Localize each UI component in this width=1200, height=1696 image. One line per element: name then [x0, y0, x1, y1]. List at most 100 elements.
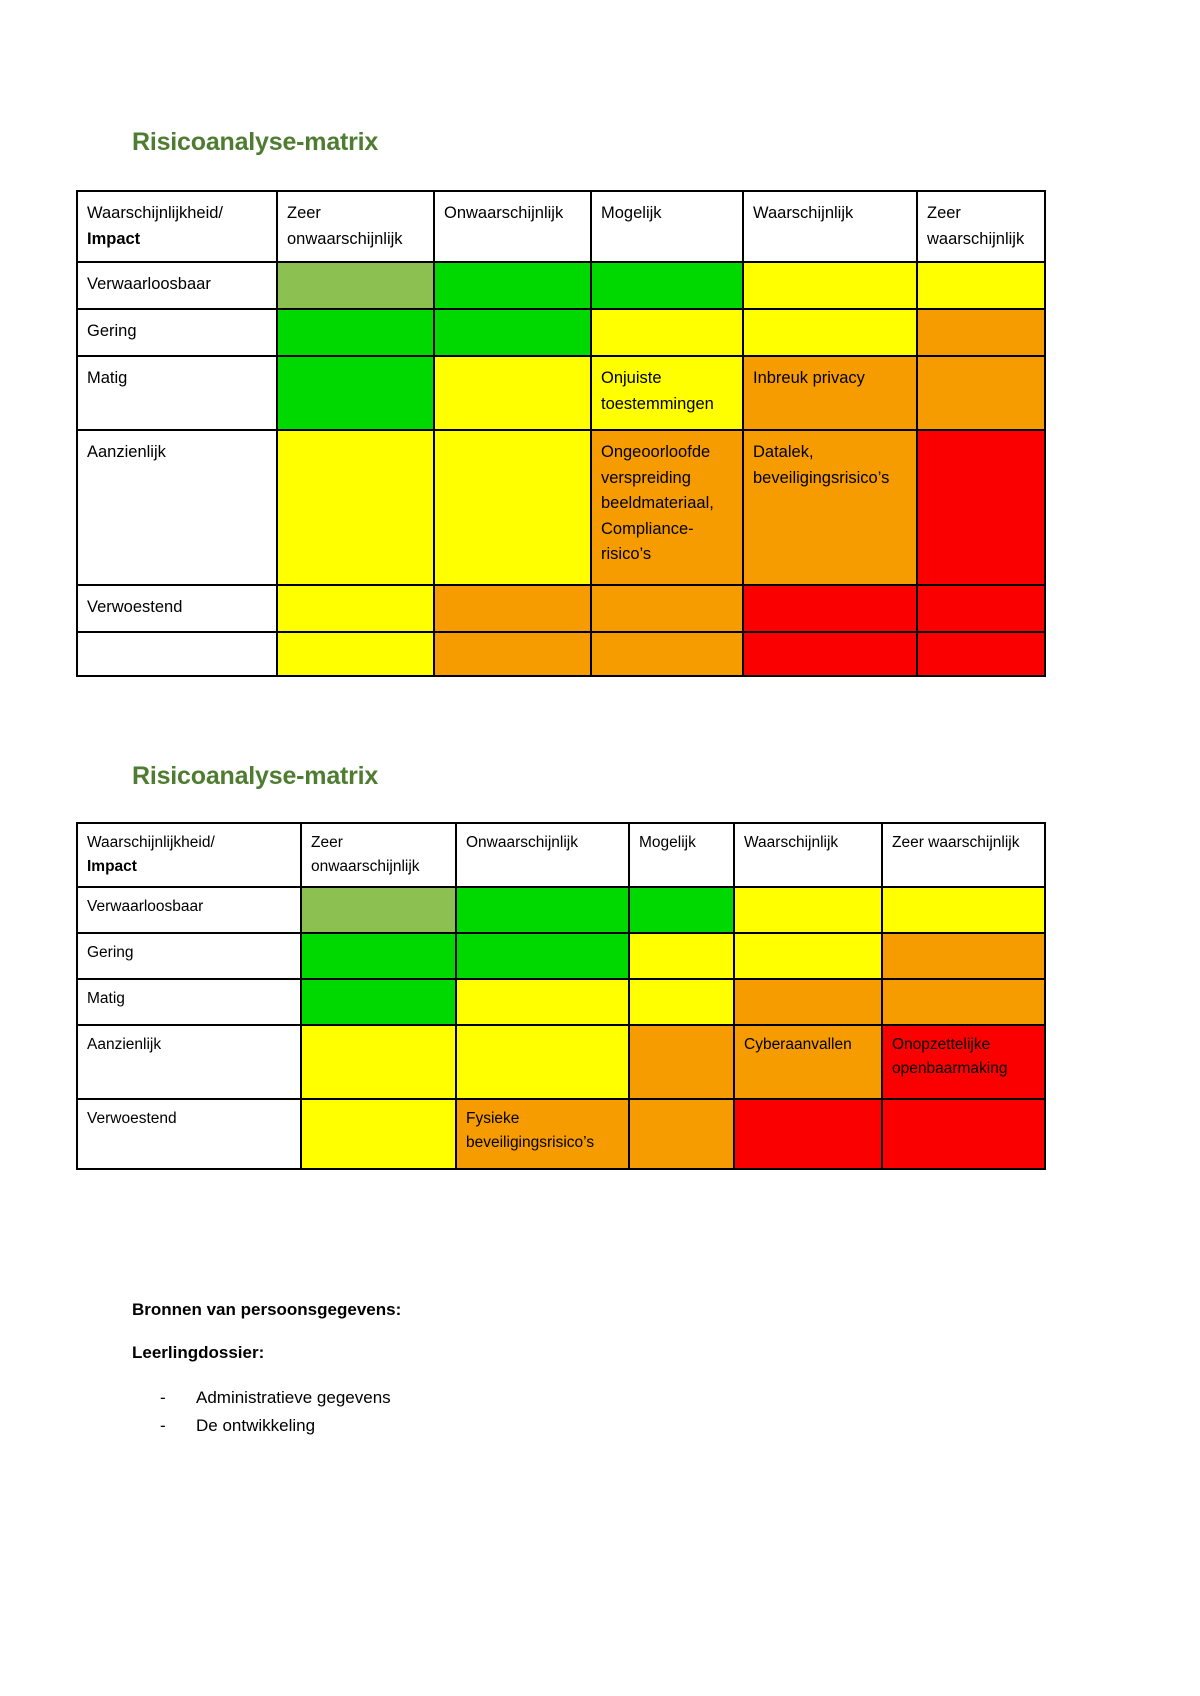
matrix-cell	[742, 584, 918, 634]
matrix-cell	[433, 631, 592, 678]
matrix-cell	[916, 355, 1046, 432]
matrix-cell	[916, 631, 1046, 678]
matrix-cell	[733, 1098, 883, 1171]
risk-matrix-table-1: Waarschijnlijkheid/Impact Zeer onwaarschi…	[76, 189, 1046, 678]
matrix-cell	[300, 978, 457, 1027]
matrix-cell	[881, 978, 1046, 1027]
matrix-column-header: Onwaarschijnlijk	[455, 821, 630, 889]
corner-header-impact: Impact	[87, 858, 137, 876]
matrix-cell-risk: Ongeoorloofde verspreiding beeldmateriaa…	[590, 429, 744, 587]
matrix-cell	[733, 978, 883, 1027]
matrix-cell	[916, 308, 1046, 358]
sources-subheading: Leerlingdossier:	[132, 1343, 265, 1362]
matrix-cell	[733, 886, 883, 935]
matrix-cell	[433, 308, 592, 358]
matrix-cell	[590, 308, 744, 358]
matrix-cell	[628, 886, 735, 935]
risk-matrix-table-2: Waarschijnlijkheid/Impact Zeer onwaarschi…	[76, 821, 1046, 1171]
matrix-cell	[455, 886, 630, 935]
matrix-row-label: Matig	[76, 355, 278, 432]
matrix-row: Verwaarloosbaar	[76, 886, 1046, 935]
list-item-label: De ontwikkeling	[196, 1416, 316, 1436]
matrix-cell	[916, 584, 1046, 634]
matrix-row: Verwoestend	[76, 584, 1046, 634]
matrix-cell	[590, 584, 744, 634]
matrix-cell	[300, 1024, 457, 1101]
matrix-row-label: Verwoestend	[76, 584, 278, 634]
matrix-cell	[455, 978, 630, 1027]
matrix-cell	[300, 932, 457, 981]
matrix-column-header: Zeer waarschijnlijk	[881, 821, 1046, 889]
matrix-cell	[276, 429, 435, 587]
matrix-cell	[881, 932, 1046, 981]
corner-header-impact: Impact	[87, 229, 141, 248]
matrix-column-header: Onwaarschijnlijk	[433, 189, 592, 264]
matrix-column-header: Waarschijnlijk	[733, 821, 883, 889]
matrix-row-label: Verwaarloosbaar	[76, 261, 278, 311]
list-item-label: Administratieve gegevens	[196, 1388, 391, 1407]
matrix-cell	[628, 1024, 735, 1101]
list-item: - Administratieve gegevens	[160, 1384, 391, 1412]
matrix-header-row: Waarschijnlijkheid/Impact Zeer onwaarschi…	[76, 189, 1046, 264]
matrix-cell	[276, 584, 435, 634]
matrix-row	[76, 631, 1046, 678]
matrix-cell	[628, 1098, 735, 1171]
matrix-cell-risk: Fysieke beveiligingsrisico’s	[455, 1098, 630, 1171]
bullet-dash-icon: -	[160, 1416, 166, 1436]
matrix-row-label: Verwaarloosbaar	[76, 886, 302, 935]
matrix-corner-header: Waarschijnlijkheid/Impact	[76, 821, 302, 889]
matrix-cell	[742, 631, 918, 678]
matrix-1-title: Risicoanalyse-matrix	[132, 128, 379, 156]
matrix-cell	[300, 1098, 457, 1171]
matrix-cell-risk: Onjuiste toestemmingen	[590, 355, 744, 432]
sources-heading: Bronnen van persoonsgegevens:	[132, 1300, 402, 1319]
matrix-cell-risk: Onopzettelijke openbaarmaking	[881, 1024, 1046, 1101]
matrix-cell	[433, 429, 592, 587]
matrix-row: Matig	[76, 978, 1046, 1027]
matrix-cell-risk: Datalek, beveiligingsrisico’s	[742, 429, 918, 587]
matrix-row-label	[76, 631, 278, 678]
matrix-column-header: Mogelijk	[590, 189, 744, 264]
matrix-cell	[433, 584, 592, 634]
matrix-row: Aanzienlijk Ongeoorloofde verspreiding be…	[76, 429, 1046, 587]
matrix-cell	[916, 261, 1046, 311]
matrix-column-header: Waarschijnlijk	[742, 189, 918, 264]
matrix-cell	[916, 429, 1046, 587]
bullet-dash-icon: -	[160, 1388, 166, 1407]
matrix-cell	[300, 886, 457, 935]
matrix-row: Gering	[76, 932, 1046, 981]
matrix-cell	[455, 932, 630, 981]
matrix-cell	[455, 1024, 630, 1101]
matrix-cell	[276, 261, 435, 311]
matrix-cell	[433, 261, 592, 311]
matrix-row: Verwaarloosbaar	[76, 261, 1046, 311]
list-item: - De ontwikkeling	[160, 1412, 391, 1440]
matrix-cell	[433, 355, 592, 432]
corner-header-line-1: Waarschijnlijkheid/	[87, 204, 224, 222]
matrix-header-row: Waarschijnlijkheid/Impact Zeer onwaarschi…	[76, 821, 1046, 889]
matrix-cell	[276, 355, 435, 432]
matrix-cell	[733, 932, 883, 981]
matrix-cell	[628, 932, 735, 981]
matrix-row: Matig Onjuiste toestemmingen Inbreuk priva…	[76, 355, 1046, 432]
matrix-cell	[742, 308, 918, 358]
matrix-corner-header: Waarschijnlijkheid/Impact	[76, 189, 278, 264]
matrix-row: Gering	[76, 308, 1046, 358]
corner-header-line-1: Waarschijnlijkheid/	[87, 834, 215, 851]
matrix-column-header: Zeer onwaarschijnlijk	[300, 821, 457, 889]
matrix-cell	[628, 978, 735, 1027]
matrix-row-label: Aanzienlijk	[76, 429, 278, 587]
matrix-cell	[742, 261, 918, 311]
matrix-cell	[881, 1098, 1046, 1171]
matrix-row-label: Aanzienlijk	[76, 1024, 302, 1101]
matrix-row: Aanzienlijk Cyberaanvallen Onopzettelijke …	[76, 1024, 1046, 1101]
matrix-2-title: Risicoanalyse-matrix	[132, 762, 379, 790]
matrix-row-label: Gering	[76, 308, 278, 358]
matrix-cell-risk: Inbreuk privacy	[742, 355, 918, 432]
matrix-column-header: Zeer waarschijnlijk	[916, 189, 1046, 264]
matrix-column-header: Mogelijk	[628, 821, 735, 889]
matrix-column-header: Zeer onwaarschijnlijk	[276, 189, 435, 264]
matrix-row-label: Gering	[76, 932, 302, 981]
matrix-row: Verwoestend Fysieke beveiligingsrisico’s	[76, 1098, 1046, 1171]
